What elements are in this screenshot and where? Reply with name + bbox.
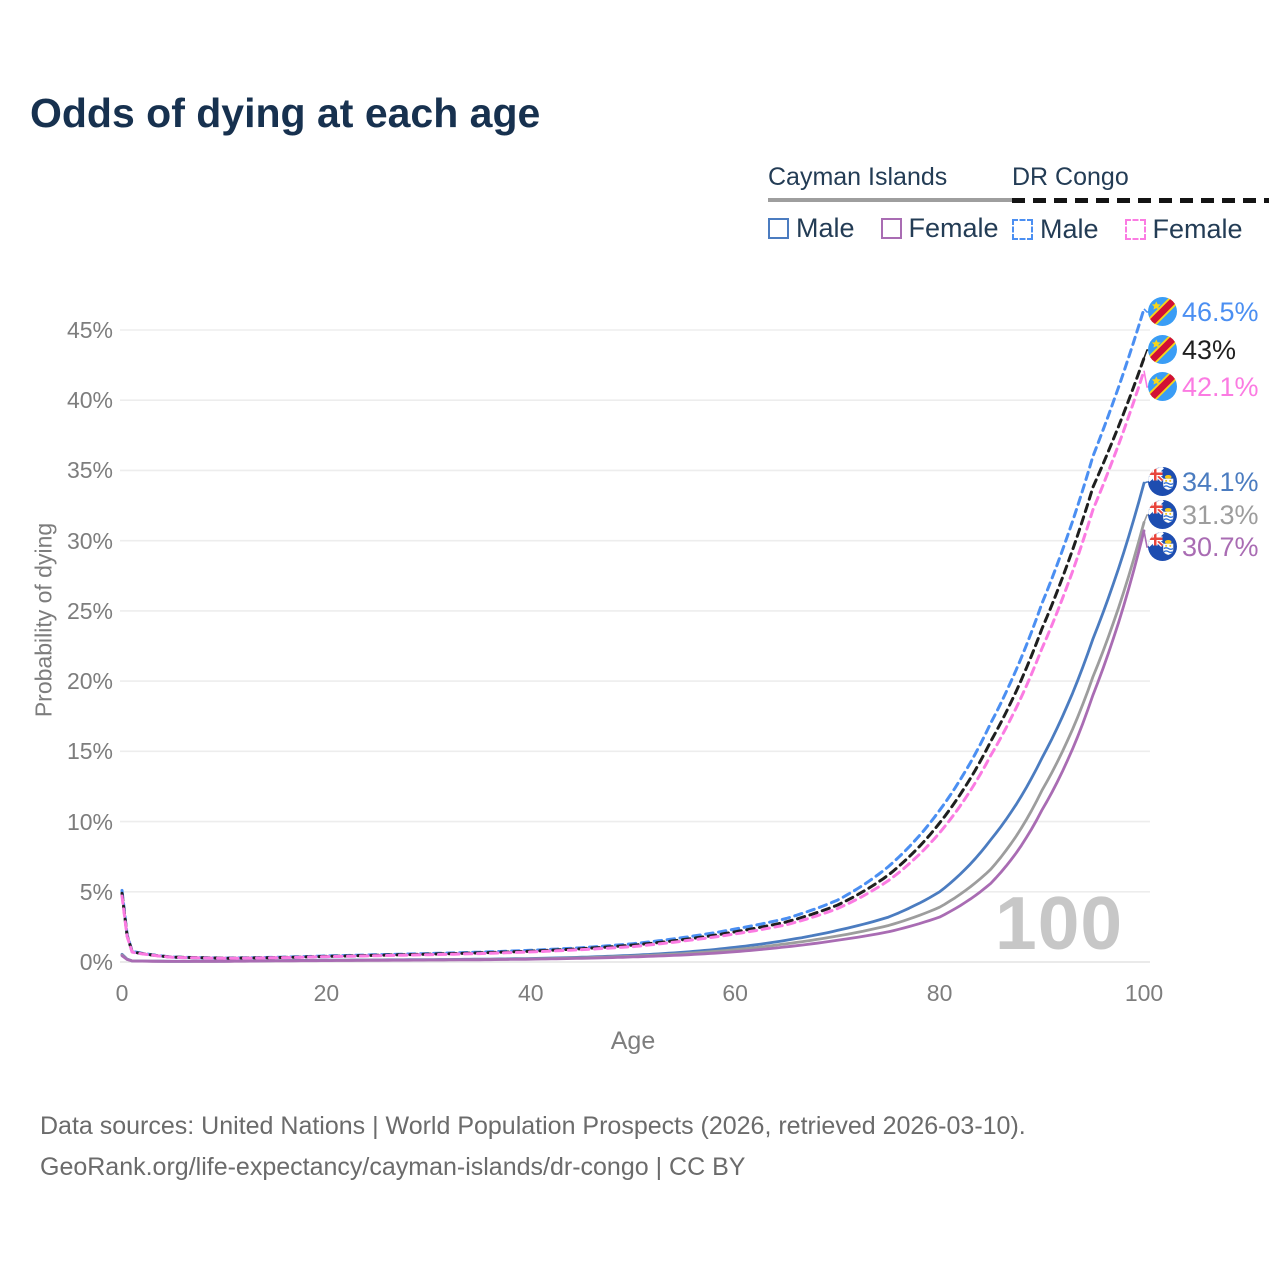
end-value: 43% xyxy=(1182,334,1237,365)
y-tick-label: 10% xyxy=(66,808,113,835)
series-line-dr-congo-female xyxy=(120,369,1146,960)
legend-group-cayman-islands: Cayman Islands Male Female xyxy=(768,163,1025,244)
cayman-islands-flag-icon xyxy=(1148,500,1177,530)
x-axis-title: Age xyxy=(610,1027,656,1055)
legend-group-dr-congo: DR Congo Male Female xyxy=(1012,163,1269,245)
end-value: 30.7% xyxy=(1182,531,1259,562)
legend-item-cayman-male[interactable]: Male xyxy=(768,213,855,244)
end-value: 34.1% xyxy=(1182,466,1259,497)
legend-item-drc-male[interactable]: Male xyxy=(1012,214,1099,245)
y-tick-label: 25% xyxy=(66,597,113,624)
legend-item-label: Male xyxy=(1040,214,1099,244)
drc-female-swatch-icon xyxy=(1124,219,1146,240)
legend-item-cayman-female[interactable]: Female xyxy=(880,213,999,244)
y-tick-label: 20% xyxy=(66,668,113,695)
series-line-dr-congo-male xyxy=(120,307,1146,960)
y-tick-label: 40% xyxy=(66,387,113,414)
y-tick-label: 45% xyxy=(66,317,113,343)
x-tick-label: 60 xyxy=(722,980,748,1006)
legend-item-drc-female[interactable]: Female xyxy=(1124,214,1243,245)
data-sources-text: Data sources: United Nations | World Pop… xyxy=(40,1112,1026,1140)
page-title: Odds of dying at each age xyxy=(30,90,541,136)
dr-congo-flag-icon xyxy=(1148,372,1177,402)
end-label-cayman-male: 34.1% xyxy=(1148,467,1259,497)
x-tick-label: 20 xyxy=(313,980,340,1006)
series-line-dr-congo-both-sexes xyxy=(120,356,1146,960)
drc-dashed-line-sample xyxy=(1012,198,1269,203)
end-label-drc-male: 46.5% xyxy=(1148,297,1259,327)
legend-country-cayman-islands[interactable]: Cayman Islands xyxy=(768,163,948,191)
y-tick-label: 35% xyxy=(66,457,113,484)
end-value: 31.3% xyxy=(1182,499,1259,530)
y-tick-label: 15% xyxy=(66,738,113,765)
cayman-female-swatch-icon xyxy=(880,218,902,239)
x-tick-label: 0 xyxy=(115,980,129,1006)
legend-country-dr-congo[interactable]: DR Congo xyxy=(1012,163,1129,191)
cayman-male-swatch-icon xyxy=(768,218,789,239)
legend-item-label: Female xyxy=(908,213,999,243)
drc-male-swatch-icon xyxy=(1012,219,1033,240)
dr-congo-flag-icon xyxy=(1148,335,1177,365)
y-tick-label: 5% xyxy=(79,878,113,905)
end-label-cayman-both: 31.3% xyxy=(1148,500,1259,530)
legend-item-label: Female xyxy=(1152,214,1243,244)
georank-link[interactable]: GeoRank.org/life-expectancy/cayman-islan… xyxy=(40,1153,746,1181)
line-chart: 0% 5% 10% 15% 20% 25% 30% 35% 40% 45% 0 20 40 60 80 10… xyxy=(0,280,1280,1070)
cayman-islands-flag-icon xyxy=(1148,532,1177,562)
age-watermark: 100 xyxy=(995,881,1124,965)
end-value: 42.1% xyxy=(1182,371,1259,402)
plot-canvas xyxy=(120,307,1150,963)
end-label-drc-female: 42.1% xyxy=(1148,372,1259,402)
y-tick-label: 0% xyxy=(79,949,113,975)
dr-congo-flag-icon xyxy=(1148,297,1177,327)
x-tick-label: 100 xyxy=(1124,980,1164,1006)
end-label-drc-both: 43% xyxy=(1148,335,1236,365)
y-tick-label: 30% xyxy=(66,527,113,554)
y-axis-title: Probability of dying xyxy=(30,522,57,718)
cayman-solid-line-sample xyxy=(768,198,1025,202)
x-tick-label: 40 xyxy=(518,980,544,1006)
footer: Data sources: United Nations | World Pop… xyxy=(40,1106,1026,1188)
end-label-cayman-female: 30.7% xyxy=(1148,532,1259,562)
end-value: 46.5% xyxy=(1182,296,1259,327)
legend-item-label: Male xyxy=(796,213,855,243)
x-tick-label: 80 xyxy=(926,980,953,1006)
series-line-cayman-islands-female xyxy=(120,529,1146,963)
cayman-islands-flag-icon xyxy=(1148,467,1177,497)
series-line-cayman-islands-both-sexes xyxy=(120,521,1146,963)
